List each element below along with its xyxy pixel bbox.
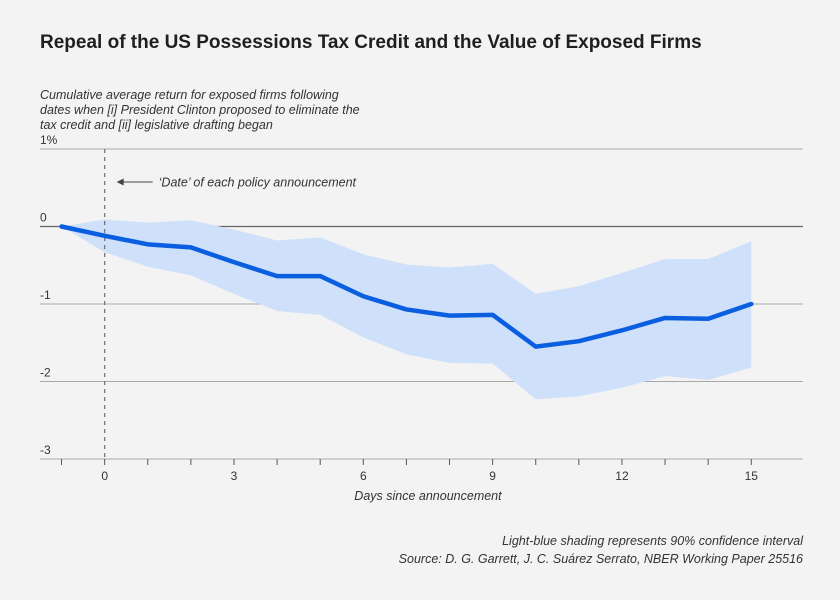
y-tick-label: -2 <box>40 366 51 380</box>
y-tick-label: 1% <box>40 133 58 147</box>
annotation-text: ‘Date’ of each policy announcement <box>159 176 357 190</box>
chart-title: Repeal of the US Possessions Tax Credit … <box>40 32 702 53</box>
y-tick-label: -3 <box>40 443 51 457</box>
x-tick-label: 6 <box>360 469 367 483</box>
x-tick-label: 9 <box>489 469 496 483</box>
x-axis-label: Days since announcement <box>354 489 502 503</box>
series-line-cumulative-return <box>59 224 754 349</box>
annotation-arrowhead <box>116 178 124 186</box>
y-tick-label: -1 <box>40 288 51 302</box>
y-tick-label: 0 <box>40 211 47 225</box>
x-tick-label: 3 <box>231 469 238 483</box>
footer: Light-blue shading represents 90% confid… <box>399 532 803 568</box>
announcement-annotation: ‘Date’ of each policy announcement <box>116 176 357 190</box>
y-tick-labels: 1% 0 -1 -2 -3 <box>40 133 58 457</box>
x-axis: 0 3 6 9 12 15 <box>61 459 759 483</box>
footer-source: Source: D. G. Garrett, J. C. Suárez Serr… <box>398 552 803 566</box>
x-tick-label: 15 <box>745 469 759 483</box>
footer-note: Light-blue shading represents 90% confid… <box>502 534 803 548</box>
x-tick-label: 0 <box>101 469 108 483</box>
x-tick-label: 12 <box>615 469 629 483</box>
y-axis-description: Cumulative average return for exposed fi… <box>40 88 360 132</box>
